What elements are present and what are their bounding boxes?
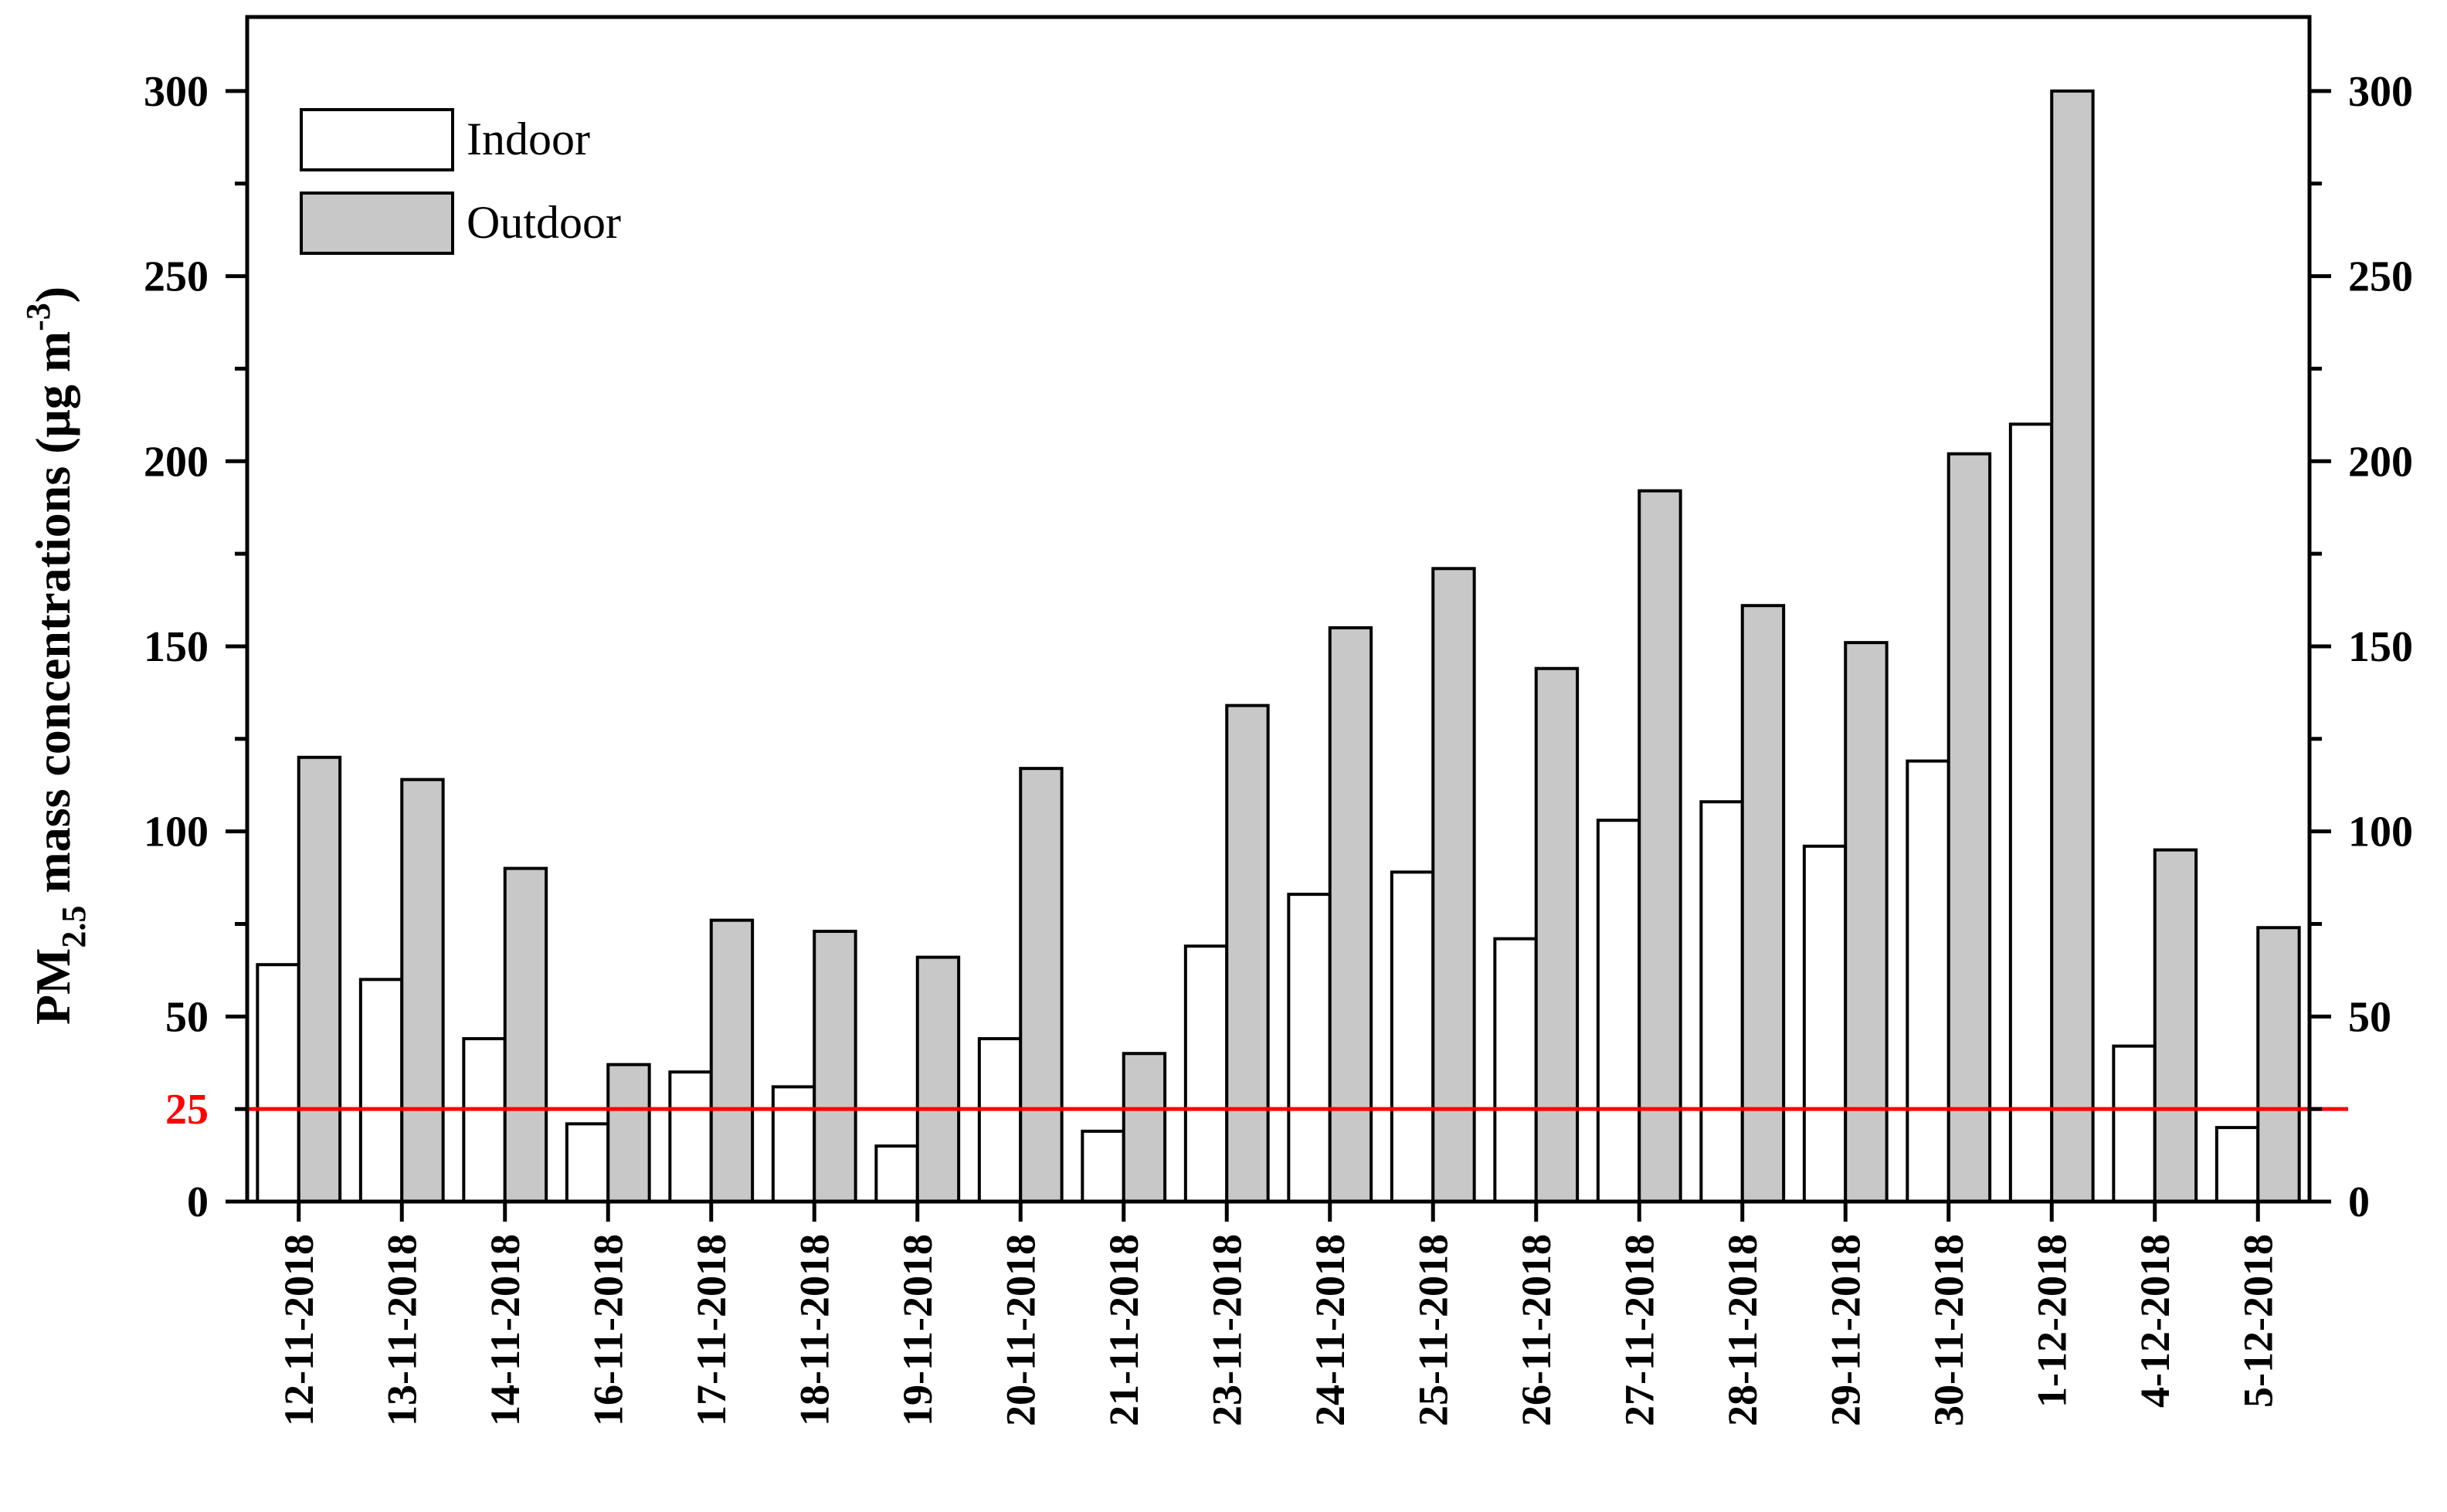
x-tick-label-23-11-2018: 23-11-2018 <box>1203 1234 1250 1426</box>
bar-indoor-25-11-2018 <box>1390 870 1435 1203</box>
legend-label-outdoor: Outdoor <box>467 197 621 248</box>
x-tick-label-13-11-2018: 13-11-2018 <box>378 1234 425 1426</box>
bar-outdoor-13-11-2018 <box>400 778 445 1203</box>
legend-label-indoor: Indoor <box>467 114 590 164</box>
legend-swatch-outdoor <box>300 192 454 255</box>
bar-indoor-16-11-2018 <box>565 1122 610 1204</box>
x-axis: 12-11-2018 13-11-2018 14-11-2018 16-11-2018… <box>276 1202 2281 1426</box>
y-axis-label: PM2.5 mass concentrations (μg m-3) <box>19 286 93 1025</box>
bar-outdoor-29-11-2018 <box>1844 641 1889 1203</box>
x-tick-label-12-11-2018: 12-11-2018 <box>276 1234 322 1426</box>
bar-outdoor-24-11-2018 <box>1328 625 1373 1203</box>
right-tick-label-50: 50 <box>2348 993 2391 1041</box>
left-tick-label-300: 300 <box>144 68 209 116</box>
right-tick-label-200: 200 <box>2348 438 2413 486</box>
bar-indoor-1-12-2018 <box>2008 422 2054 1203</box>
x-tick-label-1-12-2018: 1-12-2018 <box>2028 1234 2075 1408</box>
y-axis-label-text: mass concentrations (μg m <box>25 331 80 906</box>
reference-line-label: 25 <box>165 1086 209 1134</box>
y-axis-label-superscript: -3 <box>19 303 57 331</box>
x-tick-label-30-11-2018: 30-11-2018 <box>1926 1234 1972 1426</box>
bar-outdoor-27-11-2018 <box>1638 489 1682 1203</box>
bar-outdoor-19-11-2018 <box>915 955 961 1204</box>
bar-indoor-26-11-2018 <box>1493 937 1538 1204</box>
bar-outdoor-25-11-2018 <box>1431 567 1476 1203</box>
bar-outdoor-5-12-2018 <box>2256 926 2301 1203</box>
x-tick-label-4-12-2018: 4-12-2018 <box>2132 1234 2178 1408</box>
left-tick-label-0: 0 <box>187 1178 209 1226</box>
bar-outdoor-21-11-2018 <box>1122 1052 1167 1203</box>
bar-outdoor-18-11-2018 <box>813 930 857 1204</box>
legend-swatch-indoor <box>300 108 454 171</box>
bar-indoor-28-11-2018 <box>1699 800 1744 1203</box>
bar-outdoor-12-11-2018 <box>297 755 342 1203</box>
bar-indoor-17-11-2018 <box>668 1070 713 1203</box>
bar-indoor-27-11-2018 <box>1596 819 1641 1204</box>
right-tick-label-250: 250 <box>2348 253 2413 301</box>
bar-indoor-13-11-2018 <box>358 978 404 1203</box>
bar-indoor-24-11-2018 <box>1287 893 1332 1204</box>
y-axis-label-close: ) <box>25 286 80 303</box>
x-tick-label-5-12-2018: 5-12-2018 <box>2235 1234 2281 1408</box>
y-axis-label-main: PM <box>25 948 80 1026</box>
x-tick-label-17-11-2018: 17-11-2018 <box>688 1234 735 1426</box>
bar-indoor-19-11-2018 <box>874 1144 919 1203</box>
bar-outdoor-1-12-2018 <box>2050 89 2095 1203</box>
bar-outdoor-17-11-2018 <box>709 918 755 1204</box>
left-y-axis: 0 50 100 150 200 250 300 25 <box>144 68 247 1226</box>
bar-outdoor-20-11-2018 <box>1019 767 1064 1203</box>
bar-indoor-18-11-2018 <box>771 1085 816 1204</box>
bar-indoor-20-11-2018 <box>977 1037 1023 1203</box>
bar-outdoor-14-11-2018 <box>503 866 548 1203</box>
x-tick-label-14-11-2018: 14-11-2018 <box>482 1234 528 1426</box>
bar-indoor-21-11-2018 <box>1081 1129 1125 1203</box>
left-tick-label-50: 50 <box>165 993 209 1041</box>
left-tick-label-200: 200 <box>144 438 209 486</box>
bar-outdoor-23-11-2018 <box>1225 703 1270 1203</box>
bar-outdoor-4-12-2018 <box>2153 848 2198 1203</box>
bar-outdoor-30-11-2018 <box>1946 452 1992 1203</box>
bar-outdoor-26-11-2018 <box>1534 666 1580 1203</box>
bar-indoor-14-11-2018 <box>462 1037 507 1203</box>
bars-layer <box>256 89 2301 1204</box>
legend: Indoor Outdoor <box>300 108 621 255</box>
x-tick-label-24-11-2018: 24-11-2018 <box>1307 1234 1353 1426</box>
x-tick-label-21-11-2018: 21-11-2018 <box>1101 1234 1147 1426</box>
bar-indoor-30-11-2018 <box>1906 759 1950 1203</box>
right-tick-label-300: 300 <box>2348 68 2413 116</box>
x-tick-label-27-11-2018: 27-11-2018 <box>1616 1234 1662 1426</box>
left-tick-label-150: 150 <box>144 623 209 671</box>
x-tick-label-25-11-2018: 25-11-2018 <box>1410 1234 1456 1426</box>
x-tick-label-18-11-2018: 18-11-2018 <box>791 1234 837 1426</box>
y-axis-label-subscript: 2.5 <box>55 906 93 948</box>
bar-indoor-29-11-2018 <box>1802 844 1848 1204</box>
x-tick-label-29-11-2018: 29-11-2018 <box>1822 1234 1868 1426</box>
bar-indoor-4-12-2018 <box>2112 1044 2157 1203</box>
x-tick-label-20-11-2018: 20-11-2018 <box>997 1234 1044 1426</box>
x-tick-label-28-11-2018: 28-11-2018 <box>1719 1234 1766 1426</box>
bar-indoor-12-11-2018 <box>256 963 300 1203</box>
left-tick-label-100: 100 <box>144 809 209 856</box>
right-y-axis: 0 50 100 150 200 250 300 <box>2310 68 2413 1226</box>
bar-outdoor-28-11-2018 <box>1740 604 1786 1203</box>
left-tick-label-250: 250 <box>144 253 209 301</box>
x-tick-label-26-11-2018: 26-11-2018 <box>1513 1234 1559 1426</box>
bar-indoor-5-12-2018 <box>2215 1126 2260 1203</box>
plot-frame <box>245 15 2312 1204</box>
x-tick-label-19-11-2018: 19-11-2018 <box>894 1234 941 1426</box>
x-tick-label-16-11-2018: 16-11-2018 <box>585 1234 631 1426</box>
bar-outdoor-16-11-2018 <box>606 1063 651 1203</box>
right-tick-label-100: 100 <box>2348 809 2413 856</box>
bar-indoor-23-11-2018 <box>1183 944 1229 1203</box>
right-tick-label-150: 150 <box>2348 623 2413 671</box>
right-tick-label-0: 0 <box>2348 1178 2370 1226</box>
